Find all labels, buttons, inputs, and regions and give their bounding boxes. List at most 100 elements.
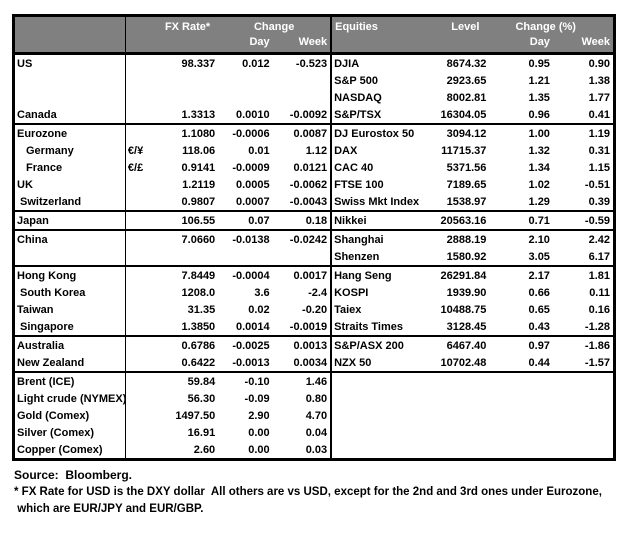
header-blank-cell xyxy=(13,15,126,36)
currency-pair-label: €/¥ xyxy=(127,144,144,157)
table-row: Gold (Comex) 1497.50 2.90 4.70 xyxy=(14,407,615,424)
fx-day-change: -0.10 xyxy=(244,375,270,388)
equity-index-label: S&P 500 xyxy=(330,72,429,89)
fx-rate-value: 118.06 xyxy=(182,144,216,157)
equity-index-label: KOSPI xyxy=(330,284,429,301)
table-row: Switzerland 0.9807 0.0007 -0.0043 Swiss … xyxy=(13,193,615,212)
fx-day-change: 0.0005 xyxy=(235,178,270,191)
fx-rate-value: 56.30 xyxy=(187,392,216,405)
region-label: France xyxy=(26,161,63,174)
equity-day-change: 1.21 xyxy=(528,74,550,87)
fx-rate-cell: 1.2119 xyxy=(124,176,219,193)
table-row: S&P 500 2923.65 1.21 1.38 xyxy=(14,72,615,89)
fx-rate-value: 1.2119 xyxy=(182,178,216,191)
region-label-cell: UK xyxy=(14,176,126,193)
fx-day-change: 0.02 xyxy=(248,303,270,316)
region-label: Canada xyxy=(17,108,57,121)
region-label: Singapore xyxy=(20,320,74,333)
equity-day-change: 0.44 xyxy=(489,354,553,373)
fx-day-change: -0.0006 xyxy=(232,127,270,140)
equity-index-label: Hang Seng xyxy=(330,266,429,284)
fx-rate-cell: 0.9807 xyxy=(124,193,219,212)
equity-day-change xyxy=(489,424,553,441)
fx-week-change: -0.0242 xyxy=(289,233,328,246)
equity-week-change: 2.42 xyxy=(588,233,610,246)
equity-index-label: DAX xyxy=(330,142,429,159)
fx-rate-value: 7.8449 xyxy=(181,269,216,282)
equity-week-change: 0.11 xyxy=(589,286,610,299)
equity-level: 8002.81 xyxy=(446,91,487,104)
fx-rate-cell: €/£ 0.9141 xyxy=(124,159,219,176)
header-blank-cell xyxy=(428,36,490,54)
fx-rate-value: 1497.50 xyxy=(175,409,216,422)
equity-day-change: 1.29 xyxy=(489,193,553,212)
fx-day-change: -0.0004 xyxy=(232,269,270,282)
fx-rate-cell: 7.8449 xyxy=(124,266,219,284)
region-label: New Zealand xyxy=(17,356,85,369)
equity-week-change: 0.90 xyxy=(588,57,610,70)
region-label-cell: Australia xyxy=(14,336,126,354)
equity-index-label: DJ Eurostox 50 xyxy=(330,124,429,142)
region-label-cell: Eurozone xyxy=(14,124,126,142)
table-row: Shenzen 1580.92 3.05 6.17 xyxy=(13,248,615,267)
equity-week-change xyxy=(553,441,615,460)
equity-week-change xyxy=(553,407,615,424)
equity-day-change: 0.95 xyxy=(528,57,550,70)
fx-week-change: 0.03 xyxy=(305,443,328,456)
fx-rate-cell: 1.3313 xyxy=(124,106,219,125)
fx-rate-cell: 0.6422 xyxy=(124,354,219,373)
fx-week-change: -0.20 xyxy=(302,303,328,316)
equity-level: 5371.56 xyxy=(446,161,487,174)
table-row: Germany €/¥ 118.06 0.01 1.12 DAX 11715.3… xyxy=(14,142,615,159)
fx-rate-cell: 1208.0 xyxy=(124,284,219,301)
equity-level: 3094.12 xyxy=(446,127,487,140)
fx-rate-cell: 1497.50 xyxy=(124,407,219,424)
header-equity-week: Week xyxy=(552,36,615,54)
equity-level: 3128.45 xyxy=(428,318,490,337)
fx-week-change: 0.0087 xyxy=(293,127,328,140)
table-row: New Zealand 0.6422 -0.0013 0.0034 NZX 50… xyxy=(13,354,615,373)
equity-week-change: -0.51 xyxy=(584,178,610,191)
table-row: China 7.0660 -0.0138 -0.0242 Shanghai 28… xyxy=(14,230,615,248)
equity-index-label: Shanghai xyxy=(330,230,429,248)
table-body: US 98.337 0.012 -0.523 DJIA 8674.32 0.95… xyxy=(13,53,615,460)
table-row: Light crude (NYMEX) 56.30 -0.09 0.80 xyxy=(14,390,615,407)
fx-rate-cell: €/¥ 118.06 xyxy=(124,142,219,159)
fx-rate-value: 16.91 xyxy=(187,426,216,439)
header-change-pct: Change (%) xyxy=(489,15,615,36)
equity-index-label: S&P/ASX 200 xyxy=(330,336,429,354)
table-row: France €/£ 0.9141 -0.0009 0.0121 CAC 40 … xyxy=(14,159,615,176)
fx-week-change xyxy=(272,248,332,267)
equity-level: 8674.32 xyxy=(446,57,487,70)
footnote-line-2: which are EUR/JPY and EUR/GBP. xyxy=(14,503,204,515)
fx-rate-value: 7.0660 xyxy=(181,233,216,246)
fx-week-change: 0.18 xyxy=(272,211,332,231)
equity-index-label xyxy=(330,424,429,441)
market-data-table: FX Rate* Change Equities Level Change (%… xyxy=(12,14,616,461)
equity-day-change: 1.35 xyxy=(528,91,550,104)
table-row: Taiwan 31.35 0.02 -0.20 Taiex 10488.75 0… xyxy=(14,301,615,318)
table-row: UK 1.2119 0.0005 -0.0062 FTSE 100 7189.6… xyxy=(14,176,615,193)
table-row: Japan 106.55 0.07 0.18 Nikkei 20563.16 0… xyxy=(13,211,615,231)
header-blank-cell xyxy=(13,36,126,54)
region-label-cell: New Zealand xyxy=(13,354,126,373)
equity-week-change: 0.16 xyxy=(588,303,610,316)
equity-level xyxy=(429,390,490,407)
equity-day-change: 3.05 xyxy=(489,248,553,267)
equity-level: 7189.65 xyxy=(446,178,487,191)
equity-week-change: 0.41 xyxy=(552,106,615,125)
fx-week-change: 0.04 xyxy=(305,426,328,439)
fx-week-change: 0.0121 xyxy=(293,161,328,174)
fx-rate-cell: 16.91 xyxy=(124,424,219,441)
region-label-cell: Singapore xyxy=(13,318,126,337)
equity-day-change: 1.02 xyxy=(528,178,550,191)
equity-index-label: NASDAQ xyxy=(330,89,429,106)
equity-index-label xyxy=(330,407,429,424)
region-label: China xyxy=(17,233,48,246)
fx-rate-value: 0.9141 xyxy=(181,161,216,174)
equity-day-change xyxy=(489,441,553,460)
fx-day-change xyxy=(218,89,272,106)
equity-index-label xyxy=(330,372,429,390)
fx-week-change: -2.4 xyxy=(308,286,328,299)
equity-day-change xyxy=(489,390,553,407)
